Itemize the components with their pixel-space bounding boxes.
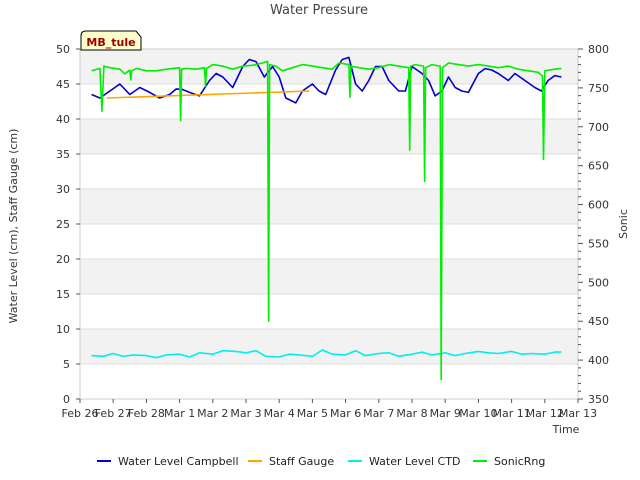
x-tick-label: Feb 26 [62,407,99,420]
y2-tick-label: 750 [588,82,609,95]
x-axis-label: Time [552,423,580,436]
y2-axis-ticks: 350 400 450 500 550 600 650 700 750 800 [578,43,609,406]
y-tick-label: 50 [56,43,70,56]
y2-tick-label: 550 [588,237,609,250]
legend: Water Level Campbell Staff Gauge Water Lev… [97,455,545,468]
plot-band [80,189,578,224]
legend-item-water-level-ctd: Water Level CTD [348,455,460,468]
x-tick-label: Mar 4 [264,407,295,420]
x-tick-label: Mar 11 [492,407,530,420]
y-tick-label: 35 [56,148,70,161]
y2-tick-label: 450 [588,315,609,328]
chart-title: Water Pressure [270,3,368,18]
x-tick-label: Feb 27 [95,407,132,420]
y2-tick-label: 600 [588,199,609,212]
x-tick-label: Mar 8 [396,407,427,420]
series-line-staff-gauge [106,90,310,99]
x-tick-label: Mar 13 [559,407,597,420]
x-tick-label: Mar 12 [526,407,564,420]
legend-item-sonicrng: SonicRng [473,455,545,468]
site-label-badge: MB_tule [80,30,142,51]
legend-item-water-level-campbell: Water Level Campbell [97,455,239,468]
series-layer [91,56,562,381]
legend-item-staff-gauge: Staff Gauge [248,455,334,468]
plot-band [80,329,578,364]
y-tick-label: 40 [56,113,70,126]
y-tick-label: 0 [63,393,70,406]
x-tick-label: Mar 2 [197,407,228,420]
series-line-water-level-campbell [91,56,562,104]
y2-tick-label: 650 [588,160,609,173]
y2-tick-label: 400 [588,354,609,367]
y2-tick-label: 800 [588,43,609,56]
plot-band [80,259,578,294]
y-tick-label: 15 [56,288,70,301]
y-axis-ticks: 0 5 10 15 20 25 30 35 40 45 50 [56,43,80,406]
x-tick-label: Mar 9 [430,407,461,420]
series-line-sonicrng [91,60,562,381]
x-tick-label: Mar 6 [330,407,361,420]
y-tick-label: 20 [56,253,70,266]
y-axis-label: Water Level (cm), Staff Gauge (cm) [7,129,20,324]
y2-axis-label: Sonic [617,209,630,239]
x-tick-label: Mar 1 [164,407,195,420]
plot-band [80,119,578,154]
y-tick-label: 25 [56,218,70,231]
x-tick-label: Mar 7 [363,407,394,420]
legend-label: Water Level Campbell [118,455,239,468]
legend-label: Staff Gauge [269,455,334,468]
y-tick-label: 10 [56,323,70,336]
series-line-water-level-ctd [91,349,562,359]
y-tick-label: 45 [56,78,70,91]
y2-tick-label: 350 [588,393,609,406]
y2-tick-label: 500 [588,276,609,289]
legend-label: SonicRng [494,455,545,468]
y-tick-label: 5 [63,358,70,371]
site-label: MB_tule [86,36,135,49]
y-tick-label: 30 [56,183,70,196]
x-tick-label: Mar 5 [297,407,328,420]
y2-tick-label: 700 [588,121,609,134]
x-tick-label: Feb 28 [128,407,165,420]
legend-label: Water Level CTD [369,455,460,468]
x-tick-label: Mar 3 [230,407,261,420]
x-tick-label: Mar 10 [459,407,497,420]
